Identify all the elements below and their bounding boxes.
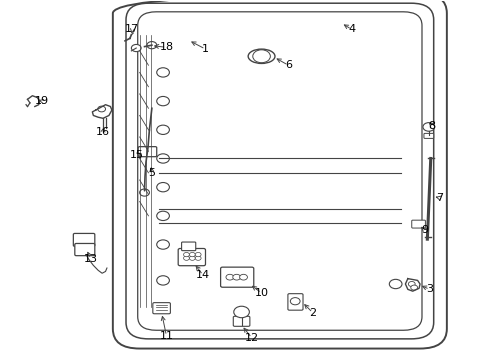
Circle shape <box>140 189 149 196</box>
Circle shape <box>157 240 169 249</box>
Text: 7: 7 <box>435 193 442 203</box>
Circle shape <box>183 256 189 260</box>
Circle shape <box>147 41 157 49</box>
FancyBboxPatch shape <box>287 294 303 310</box>
Circle shape <box>189 256 195 260</box>
Circle shape <box>157 211 169 221</box>
FancyBboxPatch shape <box>153 303 170 314</box>
Circle shape <box>131 44 141 51</box>
Circle shape <box>410 285 417 290</box>
Circle shape <box>157 96 169 106</box>
Text: 10: 10 <box>254 288 268 298</box>
FancyBboxPatch shape <box>178 248 205 266</box>
FancyBboxPatch shape <box>220 267 253 287</box>
Text: 14: 14 <box>196 270 210 280</box>
Circle shape <box>157 125 169 134</box>
Text: 16: 16 <box>96 127 110 136</box>
Circle shape <box>183 252 189 257</box>
Text: 8: 8 <box>428 121 435 131</box>
Text: 6: 6 <box>285 60 291 70</box>
Text: 17: 17 <box>125 24 139 35</box>
Text: 12: 12 <box>244 333 258 343</box>
FancyBboxPatch shape <box>233 316 249 326</box>
Circle shape <box>98 106 105 112</box>
Circle shape <box>157 183 169 192</box>
Text: 2: 2 <box>308 308 316 318</box>
FancyBboxPatch shape <box>423 134 433 138</box>
Circle shape <box>189 252 195 257</box>
Text: 11: 11 <box>159 331 173 341</box>
Text: 15: 15 <box>130 150 144 160</box>
Circle shape <box>233 306 249 318</box>
Ellipse shape <box>247 49 274 63</box>
Text: 3: 3 <box>426 284 432 294</box>
Circle shape <box>225 274 233 280</box>
Text: 1: 1 <box>202 44 208 54</box>
FancyBboxPatch shape <box>181 242 195 251</box>
FancyBboxPatch shape <box>75 243 95 256</box>
Circle shape <box>195 256 201 260</box>
Text: 19: 19 <box>35 96 49 106</box>
Circle shape <box>290 298 300 305</box>
Text: 18: 18 <box>159 42 173 52</box>
FancyBboxPatch shape <box>138 147 157 157</box>
FancyBboxPatch shape <box>411 220 425 228</box>
Circle shape <box>157 276 169 285</box>
Text: 5: 5 <box>148 168 155 178</box>
FancyBboxPatch shape <box>73 233 95 246</box>
Circle shape <box>388 279 401 289</box>
Circle shape <box>195 252 201 257</box>
Circle shape <box>157 68 169 77</box>
Circle shape <box>422 123 434 131</box>
Text: 13: 13 <box>84 254 98 264</box>
Circle shape <box>239 274 247 280</box>
Circle shape <box>232 274 240 280</box>
Text: 4: 4 <box>347 24 355 35</box>
Text: 9: 9 <box>421 225 427 235</box>
Circle shape <box>157 154 169 163</box>
Circle shape <box>407 282 414 287</box>
